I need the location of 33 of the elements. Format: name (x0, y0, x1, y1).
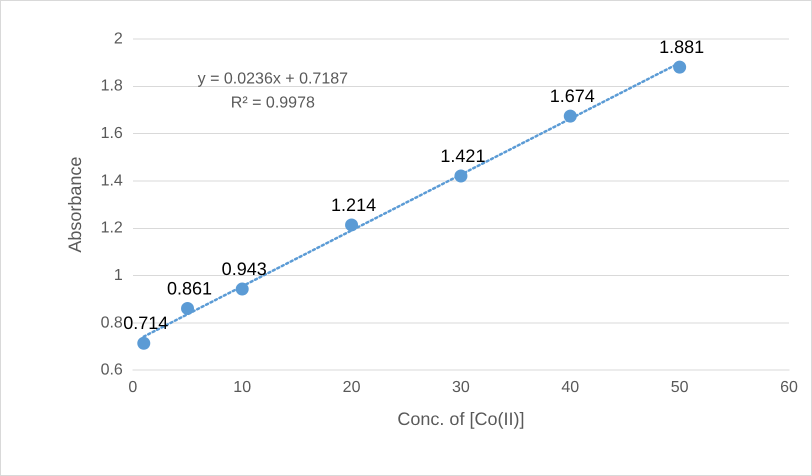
data-label: 0.714 (123, 313, 168, 334)
data-label: 0.943 (222, 259, 267, 280)
data-label: 0.861 (167, 278, 212, 298)
x-axis-title: Conc. of [Co(II)] (397, 409, 524, 430)
annotation: y = 0.0236x + 0.7187 (198, 70, 348, 88)
y-tick-label: 1.2 (100, 220, 123, 237)
y-tick-label: 1.4 (100, 172, 123, 190)
data-label: 1.421 (440, 146, 486, 166)
y-tick-label: 1.8 (100, 78, 123, 95)
y-tick-label: 0.6 (100, 362, 123, 379)
data-label: 1.881 (659, 37, 704, 58)
point (345, 218, 358, 232)
annotation: R² = 0.9978 (230, 94, 315, 112)
x-tick-label: 60 (780, 379, 798, 396)
point (454, 169, 468, 182)
point (236, 282, 249, 296)
y-axis-title: Absorbance (64, 156, 85, 253)
x-tick-label: 20 (342, 379, 361, 396)
point (564, 110, 577, 123)
point (673, 60, 686, 74)
x-tick-label: 10 (233, 379, 252, 396)
y-tick-label: 1.6 (100, 125, 123, 142)
point (137, 336, 150, 350)
x-tick-label: 30 (452, 379, 470, 396)
x-tick-label: 0 (128, 379, 138, 396)
y-tick-label: 2 (114, 30, 123, 48)
y-tick-label: 1 (114, 266, 123, 284)
data-label: 1.674 (550, 86, 595, 106)
point (181, 302, 194, 315)
y-tick-label: 0.8 (100, 314, 123, 332)
x-tick-label: 50 (670, 379, 689, 396)
x-tick-label: 40 (561, 379, 580, 396)
data-label: 1.214 (331, 194, 376, 215)
